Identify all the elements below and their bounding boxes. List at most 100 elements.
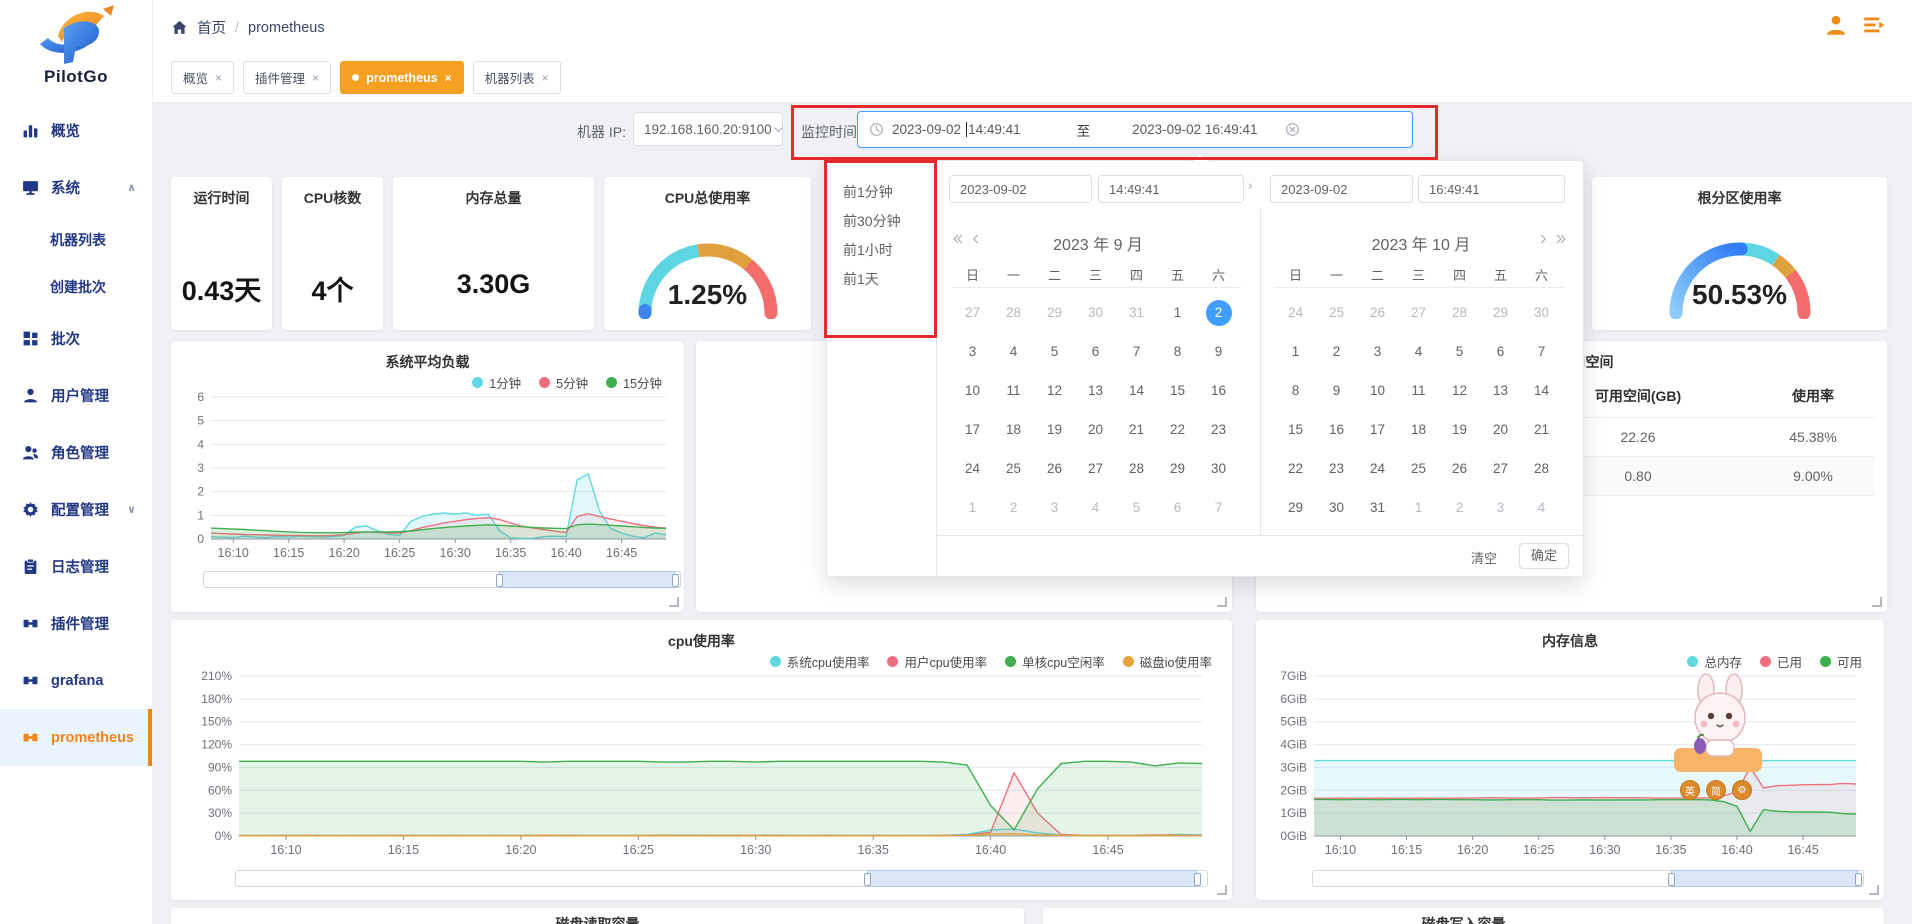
sidebar-item-系统[interactable]: 系统 ∧ [0, 159, 152, 216]
calendar-day[interactable]: 15 [1287, 422, 1304, 437]
legend-item-可用[interactable]: 可用 [1819, 652, 1862, 671]
prev-year-icon[interactable] [951, 232, 965, 246]
legend-item-磁盘io使用率[interactable]: 磁盘io使用率 [1122, 652, 1212, 671]
picker-start-date-input[interactable]: 2023-09-02 [949, 175, 1092, 203]
calendar-day[interactable]: 14 [1128, 383, 1145, 398]
chart-legend[interactable]: 1分钟 5分钟 15分钟 [472, 373, 662, 392]
legend-item-已用[interactable]: 已用 [1759, 652, 1802, 671]
calendar-day[interactable]: 10 [1369, 383, 1386, 398]
calendar-day[interactable]: 3 [1050, 500, 1059, 515]
calendar-day[interactable]: 27 [964, 305, 981, 320]
next-month-icon[interactable] [1536, 232, 1550, 246]
calendar-day[interactable]: 6 [1091, 344, 1100, 359]
datazoom-handle-left[interactable] [1667, 873, 1675, 886]
calendar-day[interactable]: 12 [1046, 383, 1063, 398]
sidebar-item-用户管理[interactable]: 用户管理 [0, 367, 152, 424]
calendar-day[interactable]: 4 [1091, 500, 1100, 515]
datazoom-slider[interactable] [235, 870, 1208, 887]
calendar-day[interactable]: 22 [1287, 461, 1304, 476]
calendar-day[interactable]: 8 [1291, 383, 1300, 398]
calendar-day[interactable]: 1 [968, 500, 977, 515]
calendar-day[interactable]: 31 [1369, 500, 1386, 515]
calendar-day[interactable]: 20 [1492, 422, 1509, 437]
sidebar-subitem-创建批次[interactable]: 创建批次 [50, 278, 106, 295]
sidebar-item-配置管理[interactable]: 配置管理 ∨ [0, 481, 152, 538]
calendar-day[interactable]: 5 [1455, 344, 1464, 359]
range-start-time[interactable]: 14:49:41 [968, 122, 1021, 137]
sidebar-item-角色管理[interactable]: 角色管理 [0, 424, 152, 481]
calendar-day[interactable]: 26 [1369, 305, 1386, 320]
calendar-day[interactable]: 1 [1414, 500, 1423, 515]
calendar-day[interactable]: 9 [1332, 383, 1341, 398]
clear-circle-icon[interactable] [1285, 122, 1300, 137]
picker-shortcut-前1分钟[interactable]: 前1分钟 [843, 183, 893, 200]
picker-start-time-input[interactable]: 14:49:41 [1098, 175, 1244, 203]
calendar-day[interactable]: 30 [1533, 305, 1550, 320]
legend-item-5分钟[interactable]: 5分钟 [539, 373, 588, 392]
tab-机器列表[interactable]: 机器列表 × [472, 61, 561, 94]
calendar-day[interactable]: 15 [1169, 383, 1186, 398]
calendar-day[interactable]: 7 [1537, 344, 1546, 359]
monitor-time-range-picker[interactable]: 2023-09-02 14:49:41 至 2023-09-02 16:49:41 [857, 111, 1413, 148]
chart-legend[interactable]: 总内存 已用 可用 [1687, 652, 1862, 671]
calendar-day[interactable]: 16 [1328, 422, 1345, 437]
chart-legend[interactable]: 系统cpu使用率 用户cpu使用率 单核cpu空闲率 磁盘io使用率 [769, 652, 1212, 671]
picker-shortcut-前1小时[interactable]: 前1小时 [843, 241, 893, 258]
legend-item-总内存[interactable]: 总内存 [1687, 652, 1742, 671]
picker-end-time-input[interactable]: 16:49:41 [1418, 175, 1565, 203]
sidebar-subitem-机器列表[interactable]: 机器列表 [50, 231, 106, 248]
legend-item-用户cpu使用率[interactable]: 用户cpu使用率 [887, 652, 987, 671]
calendar-day[interactable]: 4 [1009, 344, 1018, 359]
calendar-day[interactable]: 4 [1414, 344, 1423, 359]
range-end[interactable]: 2023-09-02 16:49:41 [1132, 122, 1258, 137]
datazoom-handle-right[interactable] [1854, 873, 1862, 886]
datazoom-handle-left[interactable] [864, 873, 872, 886]
calendar-day[interactable]: 14 [1533, 383, 1550, 398]
datazoom-handle-left[interactable] [496, 574, 504, 587]
calendar-day[interactable]: 19 [1451, 422, 1468, 437]
datazoom-slider[interactable] [203, 571, 681, 588]
calendar-day[interactable]: 22 [1169, 422, 1186, 437]
sidebar-item-概览[interactable]: 概览 [0, 102, 152, 159]
picker-end-date-input[interactable]: 2023-09-02 [1270, 175, 1413, 203]
calendar-day[interactable]: 1 [1173, 305, 1182, 320]
calendar-day[interactable]: 12 [1451, 383, 1468, 398]
sidebar-item-插件管理[interactable]: 插件管理 [0, 595, 152, 652]
calendar-day[interactable]: 5 [1050, 344, 1059, 359]
breadcrumb-home[interactable]: 首页 [197, 21, 226, 37]
calendar-day[interactable]: 11 [1411, 383, 1426, 398]
sidebar-item-批次[interactable]: 批次 [0, 310, 152, 367]
calendar-day[interactable]: 25 [1328, 305, 1345, 320]
calendar-day[interactable]: 4 [1537, 500, 1546, 515]
calendar-day[interactable]: 13 [1087, 383, 1104, 398]
calendar-day[interactable]: 7 [1214, 500, 1223, 515]
resize-handle[interactable] [1217, 597, 1227, 607]
datazoom-handle-right[interactable] [672, 574, 680, 587]
calendar-day[interactable]: 3 [968, 344, 977, 359]
calendar-day[interactable]: 28 [1128, 461, 1145, 476]
calendar-day[interactable]: 23 [1210, 422, 1227, 437]
calendar-day[interactable]: 24 [1287, 305, 1304, 320]
calendar-day[interactable]: 17 [964, 422, 981, 437]
close-icon[interactable]: × [444, 70, 452, 85]
calendar-day[interactable]: 24 [964, 461, 981, 476]
calendar-day[interactable]: 21 [1533, 422, 1550, 437]
calendar-day[interactable]: 25 [1410, 461, 1427, 476]
calendar-day[interactable]: 26 [1451, 461, 1468, 476]
datazoom-slider[interactable] [1312, 870, 1864, 887]
calendar-day[interactable]: 30 [1087, 305, 1104, 320]
calendar-day[interactable]: 28 [1533, 461, 1550, 476]
sidebar-item-prometheus[interactable]: prometheus [0, 709, 152, 766]
machine-ip-select[interactable]: 192.168.160.20:9100 [633, 112, 783, 146]
sidebar-item-日志管理[interactable]: 日志管理 [0, 538, 152, 595]
resize-handle[interactable] [669, 597, 679, 607]
confirm-button[interactable]: 确定 [1519, 543, 1569, 569]
prev-month-icon[interactable] [969, 232, 983, 246]
close-icon[interactable]: × [312, 70, 320, 85]
calendar-day[interactable]: 28 [1451, 305, 1468, 320]
legend-item-单核cpu空闲率[interactable]: 单核cpu空闲率 [1005, 652, 1105, 671]
datazoom-window[interactable] [499, 571, 676, 588]
calendar-day[interactable]: 11 [1006, 383, 1021, 398]
next-year-icon[interactable] [1554, 232, 1568, 246]
resize-handle[interactable] [1217, 885, 1227, 895]
